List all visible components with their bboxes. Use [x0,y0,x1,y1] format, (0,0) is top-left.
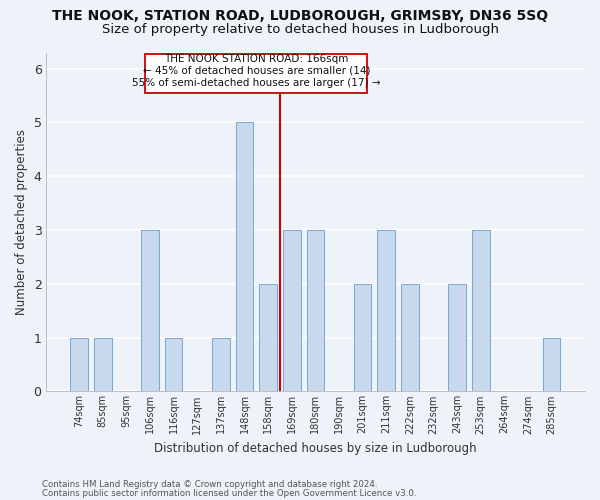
Text: THE NOOK, STATION ROAD, LUDBOROUGH, GRIMSBY, DN36 5SQ: THE NOOK, STATION ROAD, LUDBOROUGH, GRIM… [52,9,548,23]
Bar [236,122,253,392]
Text: Contains HM Land Registry data © Crown copyright and database right 2024.: Contains HM Land Registry data © Crown c… [42,480,377,489]
Bar [448,284,466,392]
Bar [94,338,112,392]
Bar [212,338,230,392]
Y-axis label: Number of detached properties: Number of detached properties [15,129,28,315]
Bar [543,338,560,392]
Text: 55% of semi-detached houses are larger (17) →: 55% of semi-detached houses are larger (… [132,78,380,88]
Bar [354,284,371,392]
Text: ← 45% of detached houses are smaller (14): ← 45% of detached houses are smaller (14… [143,66,370,76]
Bar [70,338,88,392]
Bar [141,230,159,392]
Bar [401,284,419,392]
Bar [472,230,490,392]
Text: THE NOOK STATION ROAD: 166sqm: THE NOOK STATION ROAD: 166sqm [164,54,349,64]
Bar [377,230,395,392]
Text: Contains public sector information licensed under the Open Government Licence v3: Contains public sector information licen… [42,488,416,498]
FancyBboxPatch shape [145,54,367,93]
Bar [283,230,301,392]
Bar [165,338,182,392]
Bar [307,230,324,392]
Bar [259,284,277,392]
X-axis label: Distribution of detached houses by size in Ludborough: Distribution of detached houses by size … [154,442,476,455]
Text: Size of property relative to detached houses in Ludborough: Size of property relative to detached ho… [101,22,499,36]
